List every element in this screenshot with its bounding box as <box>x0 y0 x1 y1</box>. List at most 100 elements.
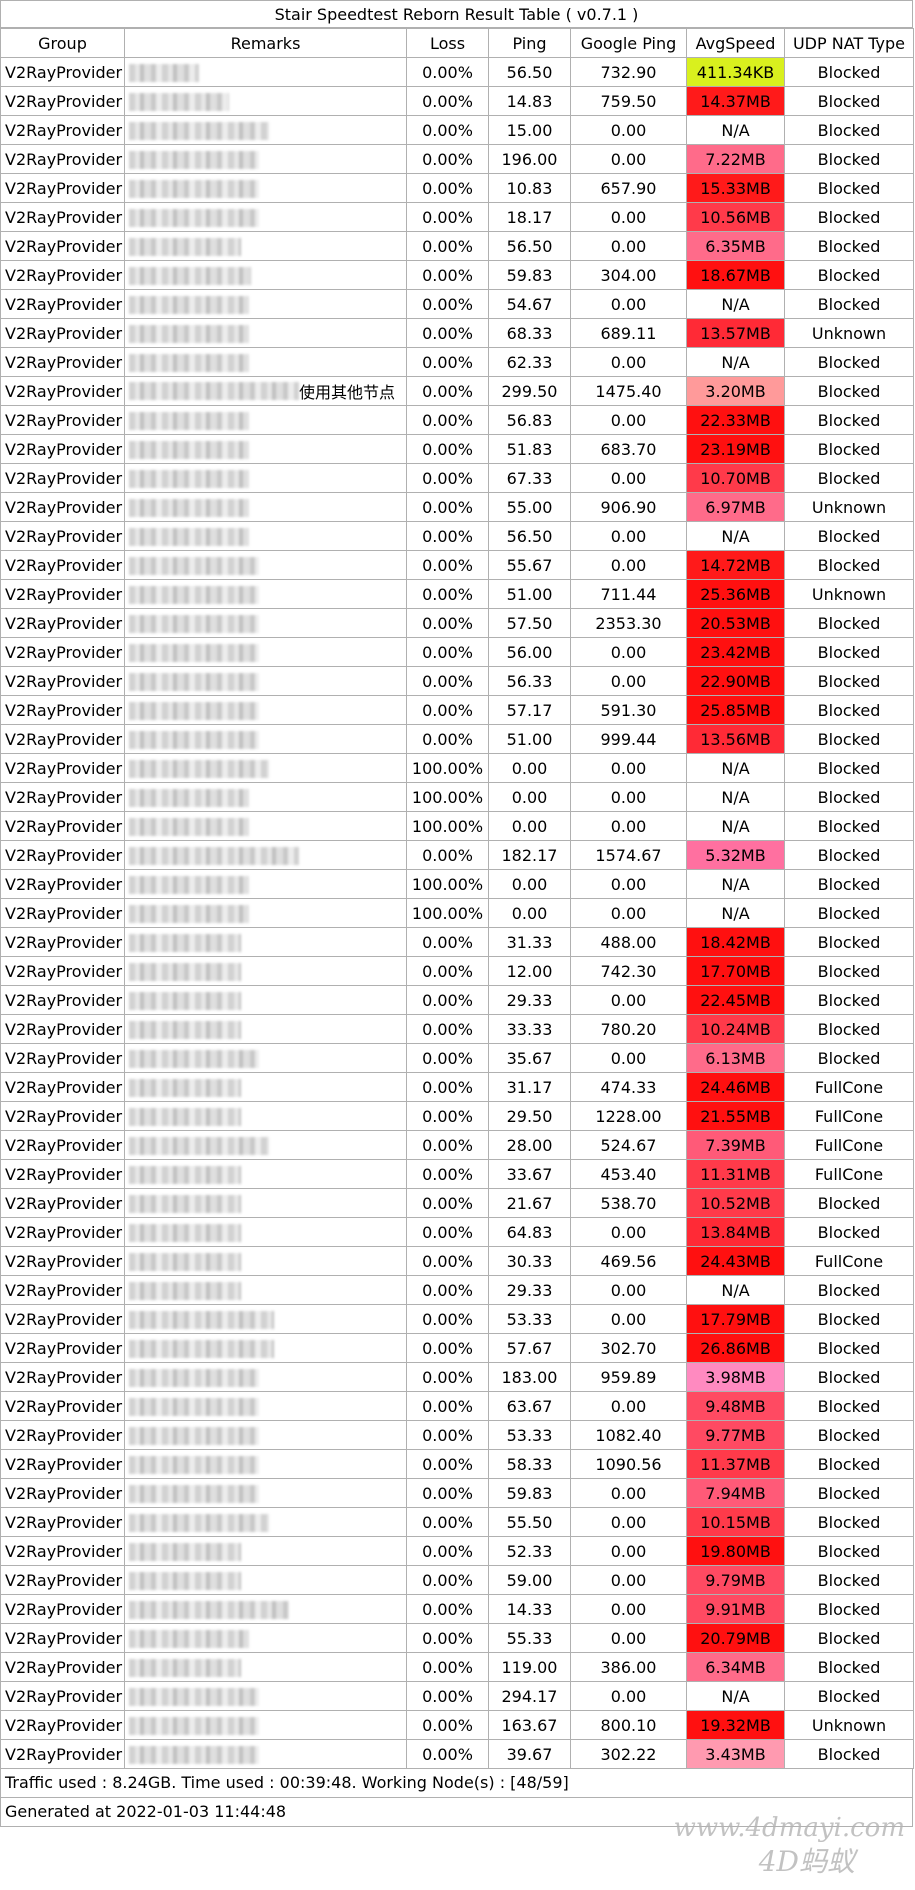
cell-google-ping: 302.22 <box>570 1739 687 1769</box>
redacted-remark <box>129 353 249 372</box>
cell-google-ping: 0.00 <box>570 231 687 261</box>
cell-ping: 12.00 <box>488 956 571 986</box>
cell-google-ping: 0.00 <box>570 1275 687 1305</box>
cell-group: V2RayProvider <box>0 782 125 812</box>
cell-loss: 0.00% <box>406 1507 489 1537</box>
cell-google-ping: 759.50 <box>570 86 687 116</box>
cell-remarks <box>124 840 407 870</box>
cell-udp-nat-type: Unknown <box>784 318 914 348</box>
table-row: V2RayProvider 0.00% 18.17 0.00 10.56MB Blocke… <box>0 202 914 232</box>
cell-remarks <box>124 1043 407 1073</box>
cell-google-ping: 0.00 <box>570 1623 687 1653</box>
table-row: V2RayProvider 0.00% 55.50 0.00 10.15MB Blocke… <box>0 1507 914 1537</box>
table-row: V2RayProvider 0.00% 59.00 0.00 9.79MB Blocked <box>0 1565 914 1595</box>
cell-remarks <box>124 637 407 667</box>
cell-avgspeed: 9.79MB <box>686 1565 785 1595</box>
cell-ping: 57.67 <box>488 1333 571 1363</box>
cell-remarks <box>124 1623 407 1653</box>
cell-avgspeed: 17.70MB <box>686 956 785 986</box>
redacted-remark <box>129 1600 289 1619</box>
table-row: V2RayProvider 0.00% 55.00 906.90 6.97MB Unkno… <box>0 492 914 522</box>
cell-google-ping: 742.30 <box>570 956 687 986</box>
table-row: V2RayProvider 100.00% 0.00 0.00 N/A Blocked <box>0 782 914 812</box>
cell-loss: 0.00% <box>406 405 489 435</box>
table-row: V2RayProvider 100.00% 0.00 0.00 N/A Blocked <box>0 869 914 899</box>
cell-avgspeed: 18.42MB <box>686 927 785 957</box>
redacted-remark <box>129 614 259 633</box>
cell-ping: 29.50 <box>488 1101 571 1131</box>
cell-remarks <box>124 1681 407 1711</box>
redacted-remark <box>129 1687 259 1706</box>
header-ping: Ping <box>488 28 571 58</box>
cell-google-ping: 0.00 <box>570 898 687 928</box>
cell-ping: 18.17 <box>488 202 571 232</box>
cell-udp-nat-type: Blocked <box>784 1043 914 1073</box>
cell-loss: 0.00% <box>406 86 489 116</box>
cell-udp-nat-type: Blocked <box>784 1681 914 1711</box>
cell-udp-nat-type: Blocked <box>784 1449 914 1479</box>
cell-ping: 33.67 <box>488 1159 571 1189</box>
cell-loss: 0.00% <box>406 1565 489 1595</box>
cell-google-ping: 0.00 <box>570 782 687 812</box>
cell-group: V2RayProvider <box>0 492 125 522</box>
cell-avgspeed: 9.77MB <box>686 1420 785 1450</box>
cell-udp-nat-type: FullCone <box>784 1246 914 1276</box>
cell-google-ping: 657.90 <box>570 173 687 203</box>
cell-loss: 0.00% <box>406 1014 489 1044</box>
cell-avgspeed: 11.31MB <box>686 1159 785 1189</box>
cell-avgspeed: 14.37MB <box>686 86 785 116</box>
cell-remarks <box>124 1449 407 1479</box>
table-row: V2RayProvider 0.00% 35.67 0.00 6.13MB Blocked <box>0 1043 914 1073</box>
redacted-remark <box>129 1020 241 1039</box>
cell-group: V2RayProvider <box>0 637 125 667</box>
cell-ping: 182.17 <box>488 840 571 870</box>
cell-avgspeed: 10.52MB <box>686 1188 785 1218</box>
cell-udp-nat-type: Blocked <box>784 260 914 290</box>
cell-group: V2RayProvider <box>0 1072 125 1102</box>
cell-avgspeed: 3.43MB <box>686 1739 785 1769</box>
cell-loss: 0.00% <box>406 202 489 232</box>
cell-avgspeed: 10.56MB <box>686 202 785 232</box>
cell-ping: 56.83 <box>488 405 571 435</box>
cell-loss: 0.00% <box>406 1478 489 1508</box>
cell-udp-nat-type: Blocked <box>784 1652 914 1682</box>
cell-group: V2RayProvider <box>0 202 125 232</box>
cell-avgspeed: 6.35MB <box>686 231 785 261</box>
redacted-remark <box>129 382 299 400</box>
cell-avgspeed: 5.32MB <box>686 840 785 870</box>
cell-remarks <box>124 724 407 754</box>
cell-google-ping: 906.90 <box>570 492 687 522</box>
cell-group: V2RayProvider <box>0 1449 125 1479</box>
table-row: V2RayProvider 0.00% 30.33 469.56 24.43MB Full… <box>0 1246 914 1276</box>
cell-ping: 39.67 <box>488 1739 571 1769</box>
cell-udp-nat-type: Blocked <box>784 1420 914 1450</box>
cell-ping: 14.83 <box>488 86 571 116</box>
cell-google-ping: 800.10 <box>570 1710 687 1740</box>
table-row: V2RayProvider 0.00% 14.33 0.00 9.91MB Blocked <box>0 1594 914 1624</box>
cell-remarks <box>124 86 407 116</box>
cell-group: V2RayProvider <box>0 289 125 319</box>
cell-remarks <box>124 1217 407 1247</box>
table-row: V2RayProvider 0.00% 294.17 0.00 N/A Blocked <box>0 1681 914 1711</box>
cell-loss: 0.00% <box>406 1420 489 1450</box>
cell-google-ping: 959.89 <box>570 1362 687 1392</box>
cell-avgspeed: 6.34MB <box>686 1652 785 1682</box>
cell-group: V2RayProvider <box>0 1478 125 1508</box>
cell-ping: 57.50 <box>488 608 571 638</box>
cell-remarks <box>124 695 407 725</box>
cell-avgspeed: 13.84MB <box>686 1217 785 1247</box>
cell-avgspeed: N/A <box>686 869 785 899</box>
cell-avgspeed: N/A <box>686 753 785 783</box>
cell-udp-nat-type: Blocked <box>784 782 914 812</box>
cell-ping: 67.33 <box>488 463 571 493</box>
cell-google-ping: 0.00 <box>570 347 687 377</box>
cell-udp-nat-type: Blocked <box>784 811 914 841</box>
cell-remarks <box>124 492 407 522</box>
cell-ping: 29.33 <box>488 985 571 1015</box>
redacted-remark <box>129 672 259 691</box>
cell-remarks <box>124 1507 407 1537</box>
cell-udp-nat-type: Blocked <box>784 724 914 754</box>
cell-remarks <box>124 57 407 87</box>
table-row: V2RayProvider 0.00% 163.67 800.10 19.32MB Unk… <box>0 1710 914 1740</box>
cell-ping: 53.33 <box>488 1304 571 1334</box>
